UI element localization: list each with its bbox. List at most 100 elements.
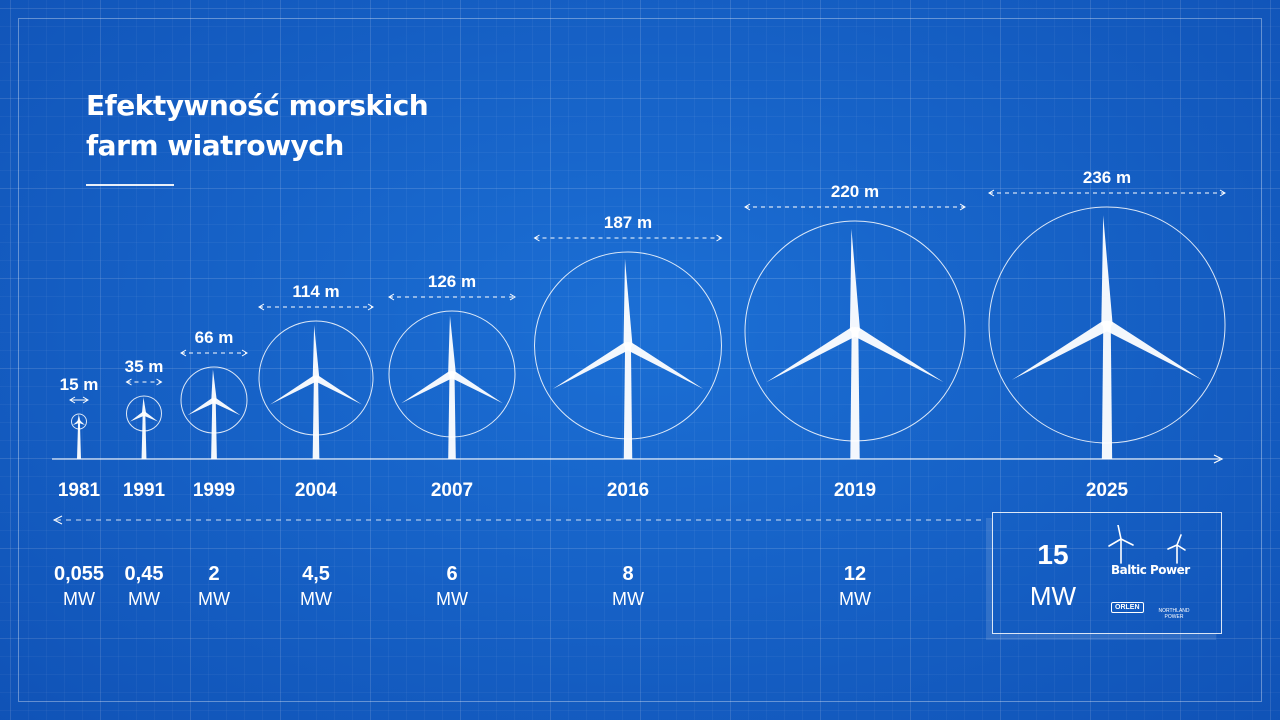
blade-2016-2 — [625, 341, 704, 389]
dimension-arrow-left-1999 — [180, 349, 187, 357]
power-unit-2004: MW — [300, 589, 332, 609]
power-unit-2019: MW — [839, 589, 871, 609]
dimension-arrow-right-2004 — [367, 303, 374, 311]
hub-1991 — [142, 412, 146, 415]
blade-2004-2 — [314, 375, 362, 405]
dimension-arrow-right-2016 — [716, 234, 723, 242]
blade-2004-3 — [270, 375, 318, 405]
hub-2004 — [313, 375, 319, 381]
tower-1999 — [211, 400, 217, 459]
dimension-arrow-left-1981 — [69, 396, 76, 404]
tower-1981 — [77, 421, 81, 459]
diameter-label-2019: 220 m — [831, 182, 879, 201]
hub-2016 — [624, 342, 632, 349]
year-label-2025: 2025 — [1086, 480, 1129, 501]
blade-2007-1 — [448, 315, 456, 375]
baltic-power-turbines-icon — [1108, 525, 1186, 564]
diameter-label-2025: 236 m — [1083, 168, 1131, 187]
blade-1991-1 — [141, 397, 147, 414]
northland-line-2: POWER — [1164, 614, 1184, 620]
year-label-1991: 1991 — [123, 480, 166, 501]
highlight-box: 15 MW Baltic Power ORLEN NORTHLAND POWER — [992, 512, 1222, 634]
dimension-arrow-right-2007 — [509, 293, 516, 301]
diameter-label-2007: 126 m — [428, 272, 476, 291]
power-value-1981: 0,055 — [54, 563, 104, 585]
power-unit-1991: MW — [128, 589, 160, 609]
blade-2019-2 — [852, 326, 944, 383]
highlight-power-value: 15 — [1037, 539, 1069, 570]
hub-2019 — [851, 327, 859, 335]
power-row-arrow — [52, 515, 63, 525]
power-value-1991: 0,45 — [125, 563, 164, 585]
blade-2016-3 — [552, 341, 631, 389]
northland-power-logo: NORTHLAND POWER — [1154, 608, 1194, 620]
highlight-power-unit: MW — [1029, 581, 1077, 611]
blade-1999-1 — [211, 369, 217, 401]
dimension-arrow-left-1991 — [125, 378, 132, 386]
orlen-logo: ORLEN — [1111, 602, 1144, 613]
northland-line-1: NORTHLAND — [1158, 608, 1190, 614]
hub-1981 — [77, 420, 81, 423]
year-label-2007: 2007 — [431, 480, 473, 501]
year-label-1999: 1999 — [193, 480, 235, 501]
power-value-2007: 6 — [446, 563, 457, 585]
blade-2007-3 — [401, 370, 454, 404]
tower-2019 — [850, 331, 860, 459]
tower-2004 — [312, 378, 320, 459]
power-value-2016: 8 — [622, 563, 633, 585]
blueprint-frame — [18, 18, 1262, 702]
page-title: Efektywność morskich farm wiatrowych — [86, 86, 429, 166]
blade-2019-3 — [766, 326, 858, 383]
tower-2025 — [1101, 325, 1113, 459]
title-line-2: farm wiatrowych — [86, 129, 344, 162]
dimension-arrow-left-2019 — [744, 203, 751, 211]
blade-1999-2 — [212, 397, 241, 416]
blade-1981-1 — [77, 414, 81, 422]
hub-2025 — [1102, 320, 1112, 330]
power-value-2019: 12 — [844, 563, 866, 585]
dimension-arrow-left-2016 — [533, 234, 540, 242]
year-label-2016: 2016 — [607, 480, 649, 501]
dimension-arrow-right-1999 — [241, 349, 248, 357]
dimension-arrow-right-1981 — [82, 396, 89, 404]
baltic-power-logo: Baltic Power — [1111, 563, 1190, 577]
hub-2007 — [449, 371, 455, 377]
blade-2016-1 — [623, 258, 633, 346]
hub-1999 — [212, 398, 216, 402]
diameter-label-2004: 114 m — [292, 282, 339, 301]
power-value-1999: 2 — [208, 563, 219, 585]
blade-2025-3 — [1011, 320, 1110, 380]
year-label-1981: 1981 — [58, 480, 101, 501]
power-value-2004: 4,5 — [302, 563, 330, 585]
blade-2019-1 — [849, 228, 861, 332]
title-underline — [86, 184, 174, 186]
tower-2007 — [448, 374, 456, 459]
diameter-label-2016: 187 m — [604, 213, 652, 232]
dimension-arrow-right-2025 — [1219, 189, 1226, 197]
dimension-arrow-left-2004 — [258, 303, 265, 311]
blade-2004-1 — [312, 325, 320, 379]
blade-1991-3 — [129, 411, 146, 422]
dimension-arrow-left-2025 — [988, 189, 995, 197]
dimension-arrow-left-2007 — [388, 293, 395, 301]
title-line-1: Efektywność morskich — [86, 89, 429, 122]
diameter-label-1999: 66 m — [195, 328, 234, 347]
tower-1991 — [141, 413, 147, 459]
diameter-label-1991: 35 m — [125, 357, 164, 376]
blade-1999-3 — [187, 397, 216, 416]
blade-2025-2 — [1104, 320, 1203, 380]
year-label-2019: 2019 — [834, 480, 876, 501]
power-unit-1981: MW — [63, 589, 95, 609]
power-unit-1999: MW — [198, 589, 230, 609]
blade-1991-2 — [142, 411, 159, 422]
blade-2007-2 — [450, 370, 503, 404]
power-unit-2016: MW — [612, 589, 644, 609]
dimension-arrow-right-2019 — [959, 203, 966, 211]
tower-2016 — [623, 345, 633, 459]
ground-arrow — [1213, 454, 1224, 464]
blade-2025-1 — [1101, 215, 1113, 326]
dimension-arrow-right-1991 — [156, 378, 163, 386]
power-unit-2007: MW — [436, 589, 468, 609]
